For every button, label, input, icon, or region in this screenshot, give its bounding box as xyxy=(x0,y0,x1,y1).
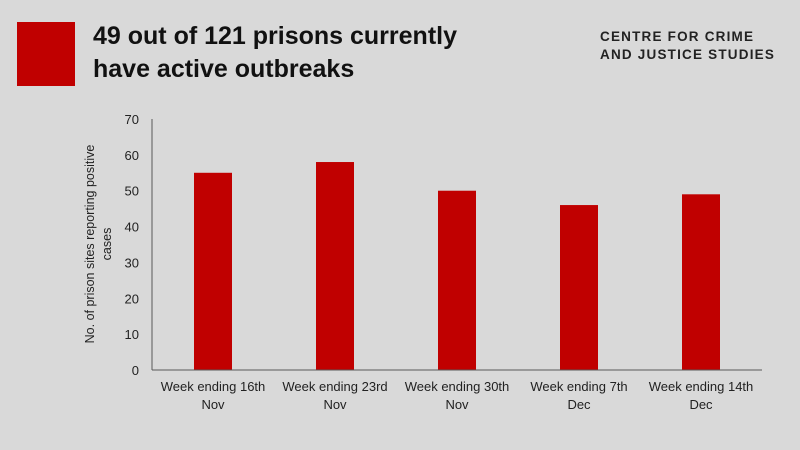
chart-title-line-1: 49 out of 121 prisons currently xyxy=(93,22,457,50)
bar xyxy=(194,172,232,370)
y-tick-label: 60 xyxy=(125,148,139,163)
x-axis-labels: Week ending 16th Nov Week ending 23rd Nov We… xyxy=(161,379,754,412)
y-axis-label: No. of prison sites reporting positive ca… xyxy=(83,145,114,344)
brand-logo-text: CENTRE FOR CRIME AND JUSTICE STUDIES xyxy=(600,28,786,64)
brand-line-2: AND JUSTICE STUDIES xyxy=(600,47,776,62)
x-tick-label: Week ending 14th Dec xyxy=(649,379,754,412)
x-tick-label: Week ending 7th Dec xyxy=(530,379,627,412)
y-tick-label: 20 xyxy=(125,291,139,306)
y-tick-label: 10 xyxy=(125,327,139,342)
bars xyxy=(194,162,720,370)
y-tick-label: 0 xyxy=(132,363,139,378)
y-axis-ticks: 0 10 20 30 40 50 60 70 xyxy=(125,112,139,378)
y-axis-title: No. of prison sites reporting positive ca… xyxy=(83,145,114,344)
y-tick-label: 50 xyxy=(125,184,139,199)
chart-title: 49 out of 121 prisons currently have act… xyxy=(93,20,513,86)
y-tick-label: 40 xyxy=(125,220,139,235)
brand-line-1: CENTRE FOR CRIME xyxy=(600,29,755,44)
x-tick-label: Week ending 23rd Nov xyxy=(282,379,387,412)
y-tick-label: 70 xyxy=(125,112,139,127)
bar xyxy=(438,190,476,370)
bar xyxy=(682,194,720,370)
y-tick-label: 30 xyxy=(125,255,139,270)
bar xyxy=(316,162,354,370)
bar xyxy=(560,205,598,370)
x-tick-label: Week ending 30th Nov xyxy=(405,379,510,412)
accent-square xyxy=(17,22,75,86)
chart-title-line-2: have active outbreaks xyxy=(93,55,355,83)
x-tick-label: Week ending 16th Nov xyxy=(161,379,266,412)
